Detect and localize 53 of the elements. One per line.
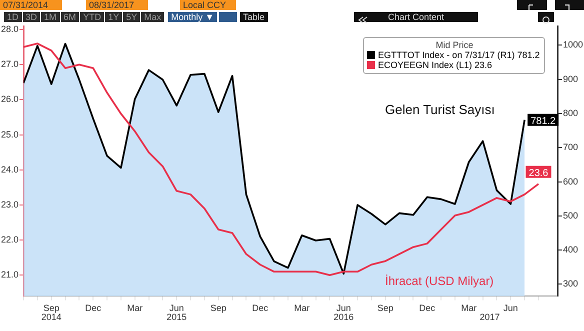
text: 5Y [123, 12, 140, 22]
text: 2014 [41, 312, 62, 322]
data-label: 781.2 [530, 116, 556, 127]
text: 2017 [480, 312, 500, 322]
x-tick-label: Sep [377, 303, 394, 314]
text: YTD [80, 12, 104, 22]
text: Max [141, 12, 164, 22]
x-tick-label: Jun [336, 303, 351, 314]
y2-tick-label: 900 [562, 74, 578, 84]
x-tick-label: Dec [85, 303, 102, 314]
x-tick-label: Mar [127, 303, 143, 314]
text: 1M [41, 12, 60, 22]
legend-title: Mid Price [434, 40, 474, 50]
text: 08/31/2017 [86, 0, 148, 10]
y-tick-label: 24.0 [0, 164, 19, 174]
text: 2015 [166, 312, 187, 322]
y2-tick-label: 400 [562, 244, 578, 255]
text: 1D [4, 12, 22, 22]
text: Monthly ▼ [168, 12, 218, 22]
y2-tick-label: 300 [562, 278, 578, 289]
text: 07/31/2014 [0, 0, 62, 10]
text: Local CCY [180, 0, 236, 10]
y-tick-label: 25.0 [0, 129, 19, 140]
y2-tick-label: 700 [562, 142, 578, 152]
legend-label: ECOYEEGN Index (L1) 23.6 [378, 60, 492, 70]
y2-tick-label: 500 [562, 210, 578, 220]
y2-tick-label: 600 [562, 176, 578, 186]
text: 6M [60, 12, 80, 22]
y2-tick-label: 1000 [562, 40, 584, 50]
text: Table [240, 12, 268, 22]
legend-label: EGTTTOT Index - on 7/31/17 (R1) 781.2 [378, 50, 540, 60]
text: 3D [22, 12, 40, 22]
y-tick-label: 27.0 [0, 59, 19, 70]
x-tick-label: Sep [210, 303, 226, 314]
y2-tick-label: 800 [562, 108, 578, 118]
x-tick-label: Dec [252, 303, 269, 314]
x-tick-label: Sep [43, 303, 60, 314]
y-tick-label: 28.0 [0, 24, 19, 34]
text: 1Y [105, 12, 122, 22]
y-tick-label: 22.0 [0, 234, 19, 245]
x-tick-label: Dec [419, 303, 436, 314]
y-tick-label: 26.0 [0, 94, 19, 104]
y-tick-label: 21.0 [0, 270, 19, 280]
y-tick-label: 23.0 [0, 199, 19, 210]
x-tick-label: Jun [503, 303, 518, 314]
text: 2016 [334, 312, 354, 322]
x-tick-label: Mar [294, 303, 310, 314]
data-label: 23.6 [528, 168, 549, 179]
text: Chart Content [354, 12, 478, 22]
x-tick-label: Jun [169, 303, 184, 314]
annotation: Gelen Turist Sayısı [385, 102, 495, 117]
x-tick-label: Mar [461, 303, 477, 314]
annotation: İhracat (USD Milyar) [385, 274, 494, 288]
